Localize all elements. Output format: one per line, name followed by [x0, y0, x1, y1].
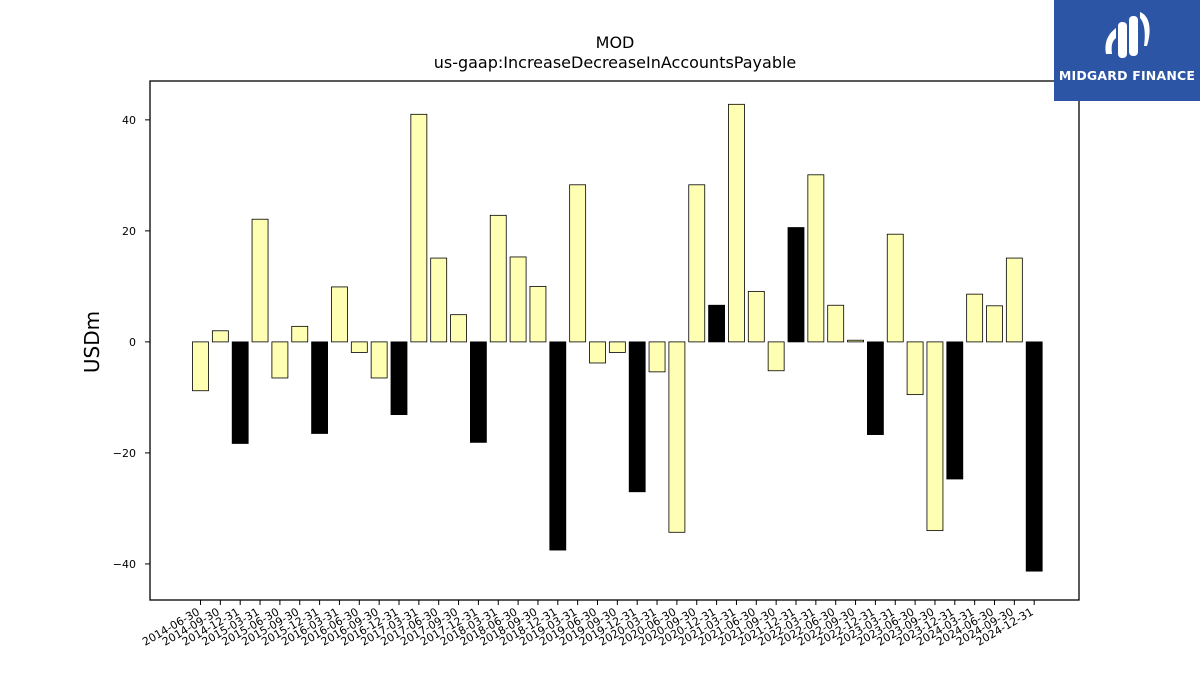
bar-2024-12-31 [1025, 341, 1043, 572]
bar-2015-03-31 [251, 218, 269, 343]
bar-2023-03-31 [886, 233, 904, 343]
bar-2016-03-31 [331, 286, 348, 343]
bar-2024-03-31 [966, 293, 984, 343]
logo-text: MIDGARD FINANCE [1058, 68, 1196, 83]
bar-2019-09-30 [608, 341, 626, 353]
y-axis-ticks: −40 −20 0 20 40 [113, 114, 150, 571]
bar-2016-06-30 [350, 341, 368, 353]
y-tick-label: 0 [129, 336, 136, 349]
bar-2018-06-30 [509, 256, 527, 343]
bar-2015-09-30 [291, 325, 309, 343]
y-tick-label: 40 [122, 114, 136, 127]
chart-title: MOD [596, 33, 635, 52]
bar-2023-09-30 [926, 341, 944, 532]
y-tick-label: 20 [122, 225, 136, 238]
bar-2024-06-30 [986, 305, 1003, 343]
bar-2021-09-30 [767, 341, 785, 372]
bar-2016-09-30 [370, 341, 388, 379]
bar-2014-12-31 [231, 341, 249, 444]
bar-2021-12-31 [787, 227, 805, 343]
bar-2020-03-31 [648, 341, 666, 373]
bar-2015-12-31 [311, 341, 329, 434]
bar-2020-12-31 [708, 304, 725, 343]
brand-logo: MIDGARD FINANCE [1054, 0, 1200, 101]
bar-2020-06-30 [668, 341, 686, 533]
bar-2024-09-30 [1005, 257, 1023, 343]
bar-2023-06-30 [906, 341, 924, 396]
bar-2014-09-30 [211, 330, 229, 343]
bar-2021-03-31 [728, 103, 745, 343]
bar-2023-12-31 [946, 341, 964, 480]
bar-2018-03-31 [489, 214, 507, 343]
bar-2021-06-30 [747, 290, 765, 343]
bar-2017-12-31 [469, 341, 487, 443]
y-axis-label: USDm [80, 311, 104, 373]
bar-2020-09-30 [688, 184, 706, 343]
bar-2022-09-30 [847, 339, 864, 343]
midgard-logo-icon [1105, 12, 1150, 58]
bar-2017-03-31 [410, 113, 428, 343]
bar-2022-03-31 [807, 174, 825, 343]
x-axis-ticks: 2014-06-302014-09-302014-12-312015-03-31… [140, 600, 1036, 649]
chart-subtitle: us-gaap:IncreaseDecreaseInAccountsPayabl… [434, 53, 797, 72]
y-tick-label: −40 [113, 558, 136, 571]
bar-2017-06-30 [430, 257, 448, 343]
bars-group [192, 103, 1043, 572]
plot-frame [149, 80, 1080, 601]
bar-2019-03-31 [569, 184, 587, 343]
bar-2017-09-30 [450, 314, 467, 343]
bar-2022-12-31 [867, 341, 884, 435]
bar-2014-06-30 [192, 341, 209, 392]
y-tick-label: −20 [113, 447, 136, 460]
bar-2019-06-30 [589, 341, 606, 364]
bar-2015-06-30 [271, 341, 289, 379]
bar-2018-09-30 [529, 285, 547, 343]
bar-2019-12-31 [628, 341, 646, 493]
bar-2018-12-31 [549, 341, 567, 551]
bar-2016-12-31 [390, 341, 408, 416]
bar-2022-06-30 [827, 304, 845, 343]
